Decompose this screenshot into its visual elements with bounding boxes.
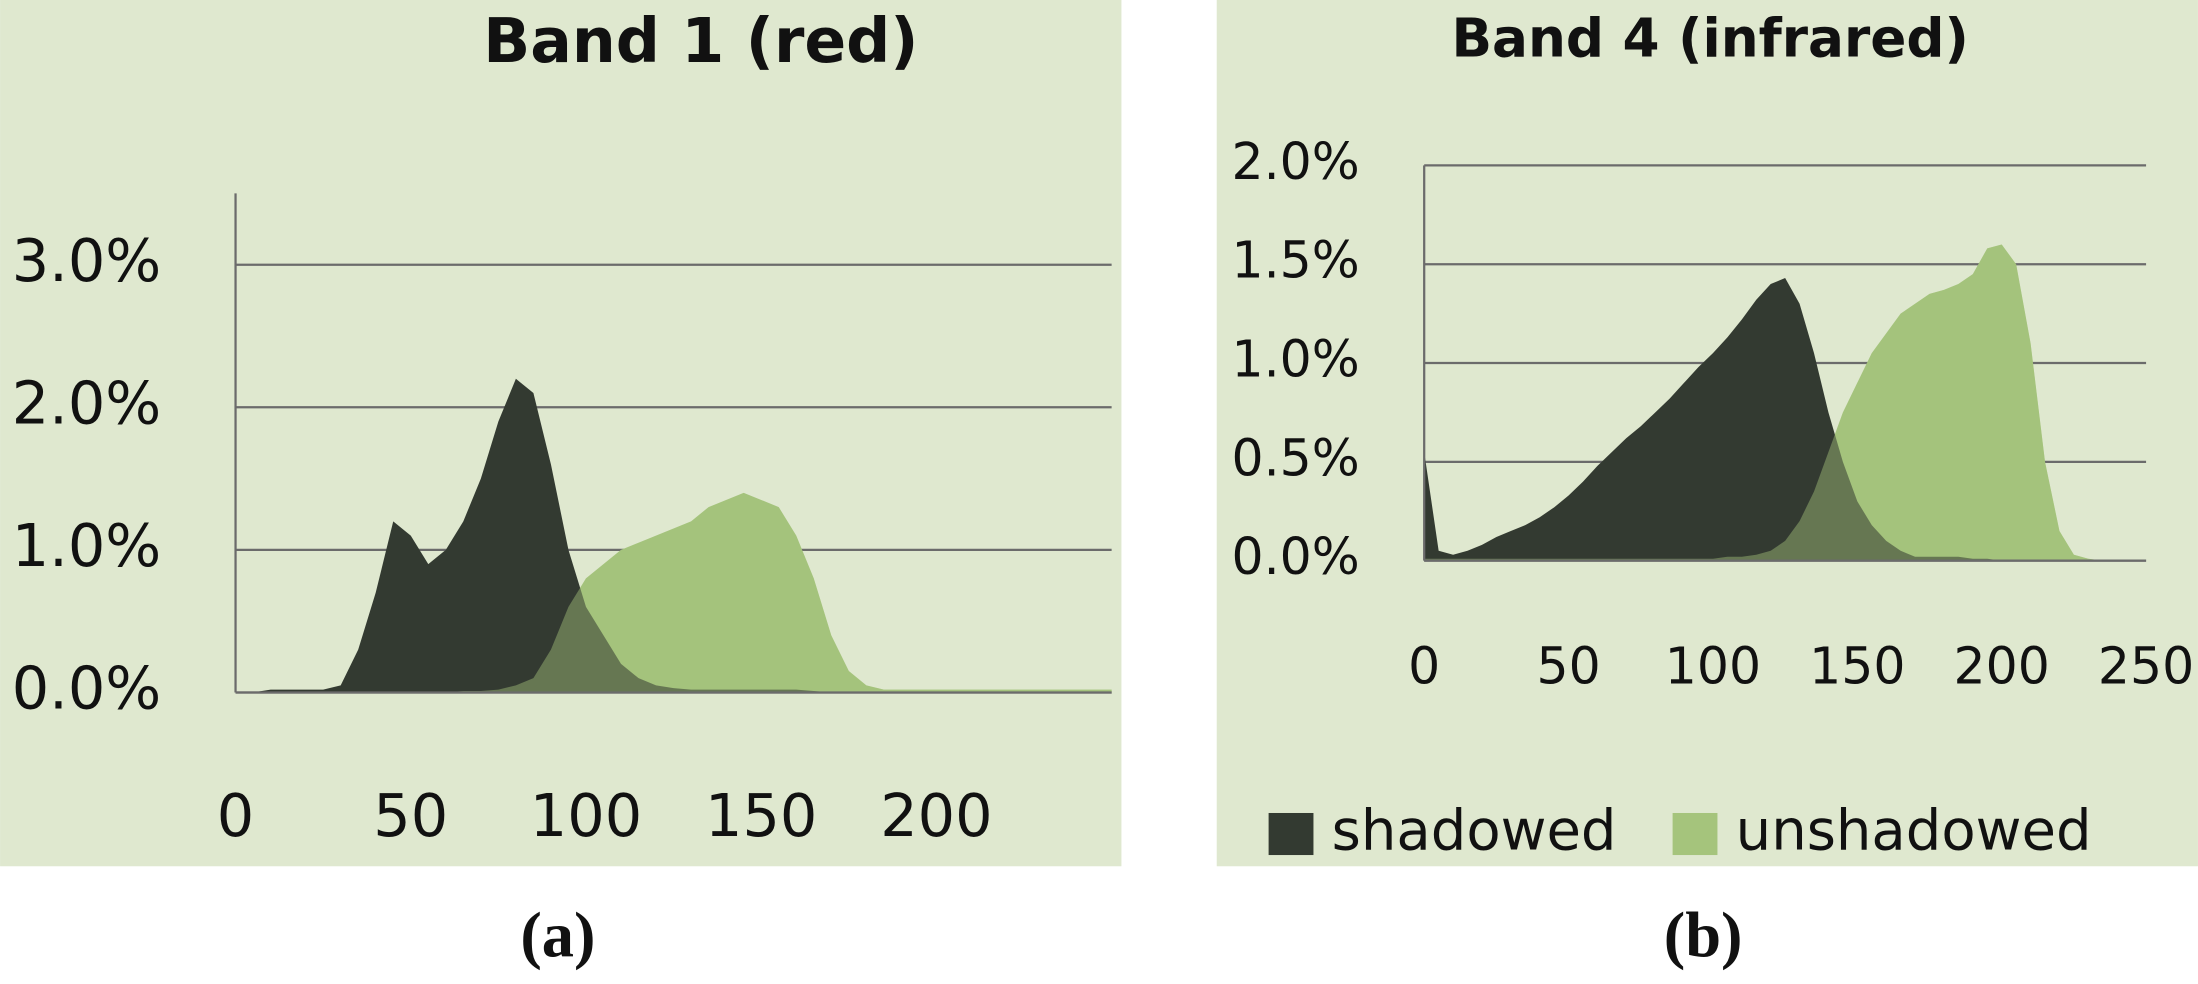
legend-swatch bbox=[1672, 812, 1718, 856]
y-tick-label: 0.0% bbox=[12, 654, 162, 723]
x-tick-label: 0 bbox=[1408, 637, 1440, 696]
x-tick-label: 0 bbox=[217, 781, 254, 850]
x-tick-label: 100 bbox=[530, 781, 642, 850]
y-tick-label: 2.0% bbox=[12, 368, 162, 437]
x-tick-label: 150 bbox=[705, 781, 817, 850]
area bbox=[1424, 278, 2147, 561]
area bbox=[1424, 244, 2147, 561]
legend-label: unshadowed bbox=[1736, 799, 2092, 864]
caption: (a) bbox=[520, 900, 595, 971]
y-tick-label: 0.5% bbox=[1232, 428, 1360, 487]
chart-title: Band 4 (infrared) bbox=[1451, 8, 1968, 70]
caption: (b) bbox=[1664, 900, 1743, 971]
x-tick-label: 50 bbox=[1536, 637, 1600, 696]
legend-label: shadowed bbox=[1332, 799, 1617, 864]
legend-swatch bbox=[1268, 812, 1314, 856]
y-tick-label: 1.0% bbox=[12, 511, 162, 580]
x-tick-label: 200 bbox=[880, 781, 992, 850]
area bbox=[235, 492, 1112, 693]
y-tick-label: 3.0% bbox=[12, 226, 162, 295]
x-tick-label: 150 bbox=[1809, 637, 1905, 696]
x-tick-label: 200 bbox=[1954, 637, 2050, 696]
chart-title: Band 1 (red) bbox=[483, 5, 918, 77]
x-tick-label: 100 bbox=[1665, 637, 1761, 696]
y-tick-label: 0.0% bbox=[1232, 527, 1360, 586]
y-tick-label: 1.5% bbox=[1232, 231, 1360, 290]
area bbox=[235, 378, 1112, 693]
y-tick-label: 2.0% bbox=[1232, 132, 1360, 191]
area-overlap bbox=[235, 492, 1112, 693]
area-overlap bbox=[1424, 244, 2147, 561]
x-tick-label: 50 bbox=[373, 781, 448, 850]
y-tick-label: 1.0% bbox=[1232, 330, 1360, 389]
panel-background bbox=[0, 0, 1122, 867]
x-tick-label: 250 bbox=[2098, 637, 2194, 696]
